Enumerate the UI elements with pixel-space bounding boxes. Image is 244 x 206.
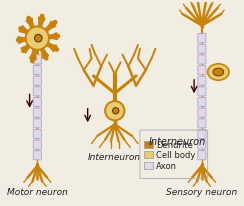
FancyBboxPatch shape — [198, 87, 206, 96]
FancyBboxPatch shape — [198, 109, 206, 118]
FancyBboxPatch shape — [198, 151, 206, 160]
Text: Interneuron: Interneuron — [149, 136, 206, 146]
Ellipse shape — [26, 27, 49, 50]
Bar — [144, 152, 153, 158]
FancyBboxPatch shape — [198, 140, 206, 149]
Text: Dendrite: Dendrite — [156, 140, 193, 149]
FancyBboxPatch shape — [198, 45, 206, 54]
FancyBboxPatch shape — [198, 119, 206, 128]
FancyBboxPatch shape — [33, 151, 41, 160]
FancyBboxPatch shape — [33, 66, 41, 75]
Text: Interneuron: Interneuron — [88, 153, 141, 162]
FancyBboxPatch shape — [198, 66, 206, 75]
FancyBboxPatch shape — [33, 119, 41, 128]
FancyBboxPatch shape — [33, 77, 41, 86]
Ellipse shape — [105, 102, 124, 121]
FancyBboxPatch shape — [33, 130, 41, 139]
Ellipse shape — [112, 108, 119, 114]
Text: Motor neuron: Motor neuron — [7, 187, 68, 196]
Text: Sensory neuron: Sensory neuron — [166, 187, 237, 196]
FancyBboxPatch shape — [33, 87, 41, 96]
Text: Axon: Axon — [156, 161, 177, 170]
FancyBboxPatch shape — [33, 140, 41, 149]
FancyBboxPatch shape — [33, 56, 41, 65]
Bar — [144, 162, 153, 169]
Ellipse shape — [208, 64, 229, 81]
FancyBboxPatch shape — [33, 109, 41, 118]
FancyBboxPatch shape — [198, 56, 206, 65]
FancyBboxPatch shape — [33, 98, 41, 107]
FancyBboxPatch shape — [198, 34, 206, 43]
FancyBboxPatch shape — [198, 130, 206, 139]
Text: Cell body: Cell body — [156, 151, 196, 159]
FancyBboxPatch shape — [198, 98, 206, 107]
Bar — [144, 141, 153, 148]
Ellipse shape — [213, 69, 224, 76]
Ellipse shape — [35, 35, 42, 43]
FancyBboxPatch shape — [198, 77, 206, 86]
